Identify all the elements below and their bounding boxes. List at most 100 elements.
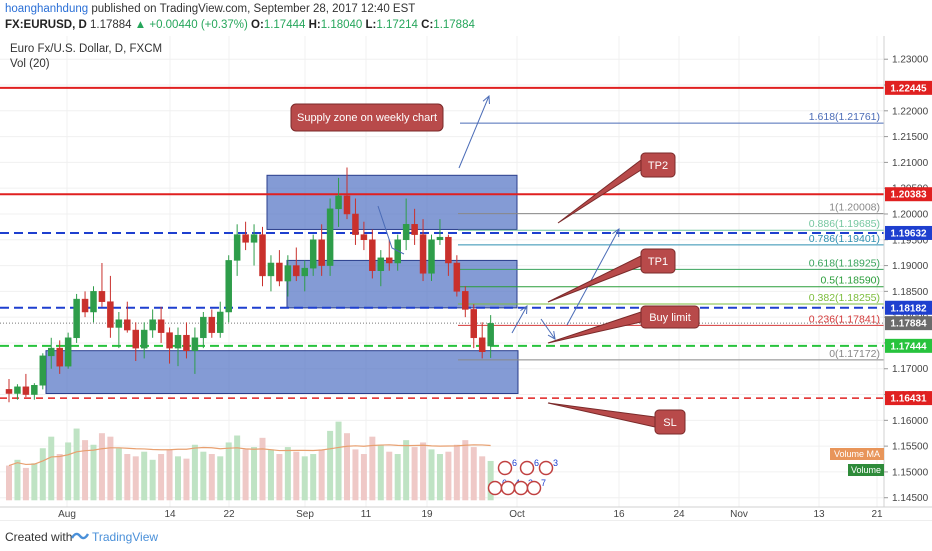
candle-body[interactable]	[436, 236, 444, 241]
volume-bar	[31, 463, 38, 501]
supply-zone[interactable]	[266, 174, 518, 230]
candle-body[interactable]	[73, 298, 80, 339]
supply-projection-arrow[interactable]	[458, 95, 490, 169]
time-axis-label: 13	[813, 509, 825, 520]
author-link[interactable]: hoanghanhdung	[5, 3, 89, 15]
tp2-projection-arrow[interactable]	[566, 228, 620, 326]
candle-body[interactable]	[377, 257, 385, 271]
mid-zone[interactable]	[286, 259, 518, 309]
candle-body[interactable]	[115, 319, 123, 328]
candle-body[interactable]	[386, 257, 393, 264]
tp1-callout-box[interactable]	[640, 248, 676, 274]
price-tag-box[interactable]	[885, 316, 932, 331]
candle-body[interactable]	[107, 301, 114, 328]
price-tag-box[interactable]	[885, 187, 932, 202]
volume-bar	[310, 454, 317, 501]
volume-ma-tag	[830, 448, 884, 460]
candle-body[interactable]	[39, 355, 47, 386]
event-flag-icon[interactable]	[497, 460, 513, 476]
candle-body[interactable]	[217, 311, 224, 333]
candle-body[interactable]	[326, 208, 334, 266]
small-up-arrow[interactable]	[511, 305, 528, 334]
candle-body[interactable]	[242, 234, 249, 243]
candle-body[interactable]	[301, 267, 308, 277]
event-flag-icon[interactable]	[487, 480, 503, 496]
candle-body[interactable]	[487, 323, 494, 347]
candle-body[interactable]	[98, 291, 106, 302]
price-tag-box[interactable]	[885, 391, 932, 406]
event-flag-icon[interactable]	[513, 480, 529, 496]
candle-body[interactable]	[81, 298, 89, 313]
candle-body[interactable]	[132, 329, 139, 349]
buy-limit-callout-box[interactable]	[640, 305, 700, 329]
candle-body[interactable]	[157, 319, 165, 333]
candle-body[interactable]	[233, 234, 241, 261]
candle-body[interactable]	[200, 316, 207, 339]
candle-body[interactable]	[31, 385, 38, 395]
candle-body[interactable]	[90, 291, 97, 313]
candle-body[interactable]	[470, 309, 477, 339]
candle-body[interactable]	[22, 386, 30, 395]
candle-body[interactable]	[318, 239, 325, 266]
candle-body[interactable]	[411, 224, 418, 235]
price-tag-box[interactable]	[885, 80, 932, 95]
candle-body[interactable]	[225, 260, 232, 313]
candle-body[interactable]	[140, 329, 148, 349]
candle-body[interactable]	[259, 234, 266, 277]
event-flag-icon[interactable]	[538, 460, 554, 476]
candle-body[interactable]	[191, 337, 199, 351]
volume-bar	[436, 454, 443, 501]
candle-body[interactable]	[124, 319, 131, 331]
candle-body[interactable]	[250, 234, 258, 243]
demand-zone[interactable]	[45, 350, 519, 395]
candle-body[interactable]	[64, 337, 72, 367]
candle-body[interactable]	[284, 265, 292, 282]
tradingview-logo-icon[interactable]	[70, 529, 90, 543]
candle-body[interactable]	[276, 262, 283, 282]
candle-body[interactable]	[183, 334, 190, 351]
candle-body[interactable]	[5, 389, 13, 394]
candle-body[interactable]	[419, 234, 427, 274]
candle-body[interactable]	[428, 239, 435, 274]
event-flag-icon[interactable]	[500, 480, 516, 496]
volume-bar	[403, 440, 410, 501]
volume-bar	[462, 440, 469, 501]
small-down-arrow[interactable]	[540, 318, 556, 340]
candle-body[interactable]	[352, 213, 359, 235]
candle-body[interactable]	[14, 386, 21, 394]
candle-body[interactable]	[478, 337, 486, 352]
tradingview-brand[interactable]: TradingView	[92, 530, 159, 544]
tp2-callout-box[interactable]	[640, 152, 676, 178]
sl-callout-box[interactable]	[654, 409, 686, 435]
event-flag-icon[interactable]	[519, 460, 535, 476]
candle-body[interactable]	[453, 262, 461, 292]
candle-body[interactable]	[309, 239, 317, 269]
candle-body[interactable]	[166, 332, 173, 349]
candle-body[interactable]	[369, 239, 376, 271]
volume-bar	[200, 451, 207, 501]
candle-body[interactable]	[335, 195, 342, 210]
volume-tag	[848, 464, 884, 476]
candle-body[interactable]	[208, 316, 216, 333]
candle-body[interactable]	[462, 291, 469, 310]
candle-body[interactable]	[402, 224, 410, 241]
candle-body[interactable]	[267, 262, 275, 277]
candle-body[interactable]	[343, 195, 351, 215]
price-tag-box[interactable]	[885, 225, 932, 240]
small-down-arrow-head	[547, 331, 556, 340]
candle-body[interactable]	[445, 236, 452, 264]
price-axis-label: 1.19000	[892, 261, 929, 272]
price-tag-box[interactable]	[885, 300, 932, 315]
candle-body[interactable]	[360, 234, 368, 241]
candle-body[interactable]	[149, 319, 156, 331]
supply-zone-callout-box[interactable]	[290, 103, 444, 132]
candle-body[interactable]	[56, 347, 63, 367]
candle-body[interactable]	[48, 347, 55, 357]
price-tag-box[interactable]	[885, 338, 932, 353]
price-chart[interactable]: 1.618(1.21761) 1(1.20008) 0.886(1.19685) 0.…	[0, 36, 932, 520]
chart-area[interactable]: 1.618(1.21761) 1(1.20008) 0.886(1.19685) 0.…	[0, 36, 932, 520]
candle-body[interactable]	[293, 265, 300, 277]
event-flag-icon[interactable]	[526, 480, 542, 496]
fib-level-label: 1(1.20008)	[829, 202, 880, 214]
candle-body[interactable]	[174, 334, 182, 349]
